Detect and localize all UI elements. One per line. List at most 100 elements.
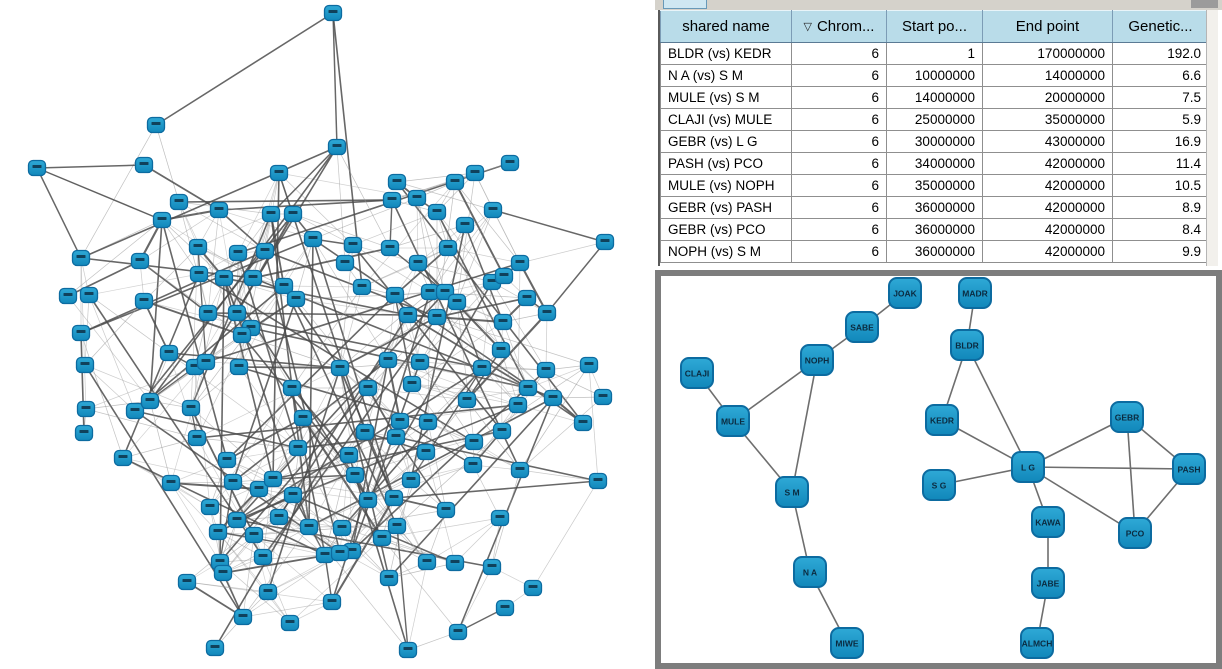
network-node[interactable] <box>283 486 303 504</box>
network-node[interactable] <box>288 439 308 457</box>
network-node[interactable] <box>418 413 438 431</box>
graph-node-gebr[interactable]: GEBR <box>1110 401 1144 433</box>
table-cell[interactable]: 42000000 <box>982 240 1113 263</box>
network-node[interactable] <box>386 428 406 446</box>
network-node[interactable] <box>177 573 197 591</box>
table-cell[interactable]: 36000000 <box>886 240 983 263</box>
network-node[interactable] <box>380 239 400 257</box>
network-node[interactable] <box>71 324 91 342</box>
network-node[interactable] <box>401 471 421 489</box>
table-cell[interactable]: N A (vs) S M <box>660 64 792 87</box>
table-cell[interactable]: 6 <box>791 152 887 175</box>
table-cell[interactable]: 8.9 <box>1112 196 1209 219</box>
network-node[interactable] <box>283 205 303 223</box>
table-cell[interactable]: 6 <box>791 240 887 263</box>
network-node[interactable] <box>491 341 511 359</box>
network-node[interactable] <box>500 154 520 172</box>
network-node[interactable] <box>482 558 502 576</box>
network-node[interactable] <box>378 351 398 369</box>
network-node[interactable] <box>398 306 418 324</box>
network-node[interactable] <box>209 201 229 219</box>
network-node[interactable] <box>27 159 47 177</box>
table-cell[interactable]: 36000000 <box>886 196 983 219</box>
network-node[interactable] <box>229 358 249 376</box>
table-cell[interactable]: MULE (vs) NOPH <box>660 174 792 197</box>
network-node[interactable] <box>261 205 281 223</box>
graph-node-pco[interactable]: PCO <box>1118 517 1152 549</box>
graph-node-kedr[interactable]: KEDR <box>925 404 959 436</box>
table-cell[interactable]: 36000000 <box>886 218 983 241</box>
network-node[interactable] <box>465 164 485 182</box>
table-row[interactable]: PASH (vs) PCO 6 34000000 42000000 11.4 <box>660 152 1209 175</box>
network-node[interactable] <box>339 446 359 464</box>
network-node[interactable] <box>223 473 243 491</box>
table-row[interactable]: GEBR (vs) PCO 6 36000000 42000000 8.4 <box>660 218 1209 241</box>
network-node[interactable] <box>345 466 365 484</box>
filter-icon[interactable]: ▽ <box>803 21 812 33</box>
network-node[interactable] <box>358 491 378 509</box>
table-cell[interactable]: 6 <box>791 108 887 131</box>
network-node[interactable] <box>232 326 252 344</box>
network-node[interactable] <box>510 461 530 479</box>
network-node[interactable] <box>282 379 302 397</box>
table-row[interactable]: CLAJI (vs) MULE 6 25000000 35000000 5.9 <box>660 108 1209 131</box>
table-row[interactable]: GEBR (vs) L G 6 30000000 43000000 16.9 <box>660 130 1209 153</box>
network-node[interactable] <box>205 639 225 657</box>
network-node[interactable] <box>494 267 514 285</box>
column-header-sharedname[interactable]: shared name <box>660 10 792 43</box>
table-cell[interactable]: MULE (vs) S M <box>660 86 792 109</box>
network-node[interactable] <box>198 304 218 322</box>
network-node[interactable] <box>161 474 181 492</box>
table-cell[interactable]: GEBR (vs) L G <box>660 130 792 153</box>
network-node[interactable] <box>417 553 437 571</box>
graph-node-jabe[interactable]: JABE <box>1031 567 1065 599</box>
network-node[interactable] <box>343 236 363 254</box>
network-node[interactable] <box>189 265 209 283</box>
graph-node-claji[interactable]: CLAJI <box>680 357 714 389</box>
table-cell[interactable]: 25000000 <box>886 108 983 131</box>
network-node[interactable] <box>352 278 372 296</box>
network-node[interactable] <box>464 433 484 451</box>
network-node[interactable] <box>322 593 342 611</box>
column-header-genetic[interactable]: Genetic... <box>1112 10 1209 43</box>
network-node[interactable] <box>249 480 269 498</box>
graph-node-na[interactable]: N A <box>793 556 827 588</box>
network-node[interactable] <box>299 518 319 536</box>
table-cell[interactable]: 6 <box>791 218 887 241</box>
table-cell[interactable]: 16.9 <box>1112 130 1209 153</box>
network-node[interactable] <box>593 388 613 406</box>
table-row[interactable]: GEBR (vs) PASH 6 36000000 42000000 8.9 <box>660 196 1209 219</box>
graph-node-sg[interactable]: S G <box>922 469 956 501</box>
network-node[interactable] <box>483 201 503 219</box>
graph-node-sm[interactable]: S M <box>775 476 809 508</box>
network-node[interactable] <box>455 216 475 234</box>
network-node[interactable] <box>159 344 179 362</box>
graph-node-bldr[interactable]: BLDR <box>950 329 984 361</box>
table-scrollbar-track[interactable] <box>1206 10 1218 266</box>
table-cell[interactable]: 6 <box>791 42 887 65</box>
network-node[interactable] <box>315 546 335 564</box>
network-node[interactable] <box>410 353 430 371</box>
network-node[interactable] <box>228 244 248 262</box>
network-node[interactable] <box>508 396 528 414</box>
network-node[interactable] <box>492 422 512 440</box>
graph-node-lg[interactable]: L G <box>1011 451 1045 483</box>
network-node[interactable] <box>385 286 405 304</box>
network-node[interactable] <box>445 173 465 191</box>
column-header-endpoint[interactable]: End point <box>982 10 1113 43</box>
network-node[interactable] <box>181 399 201 417</box>
network-node[interactable] <box>537 304 557 322</box>
filtered-network-canvas[interactable]: JOAK MADR SABE BLDR NOPH CLAJI GEBR KEDR MULE L G… <box>661 276 1216 663</box>
network-node[interactable] <box>323 4 343 22</box>
network-node[interactable] <box>390 412 410 430</box>
network-node[interactable] <box>408 254 428 272</box>
main-network-canvas[interactable] <box>0 0 655 669</box>
graph-node-joak[interactable]: JOAK <box>888 277 922 309</box>
table-cell[interactable]: 9.9 <box>1112 240 1209 263</box>
network-node[interactable] <box>387 517 407 535</box>
network-node[interactable] <box>427 308 447 326</box>
network-node[interactable] <box>327 138 347 156</box>
table-cell[interactable]: GEBR (vs) PCO <box>660 218 792 241</box>
network-node[interactable] <box>269 508 289 526</box>
network-node[interactable] <box>79 286 99 304</box>
